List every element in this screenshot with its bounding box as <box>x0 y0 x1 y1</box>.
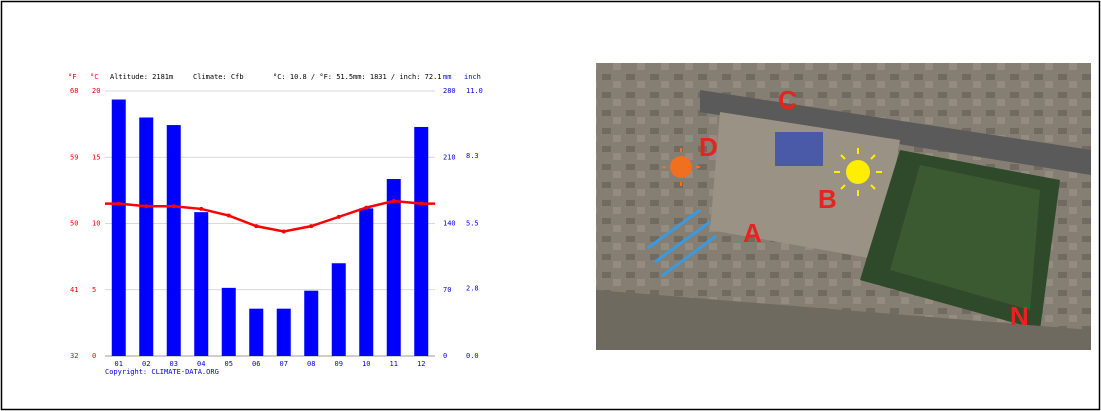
map-label: D <box>699 132 718 162</box>
y2-tick-label: 11.0 <box>466 87 483 95</box>
point <box>116 201 121 206</box>
y-tick-label: 68 <box>70 87 78 95</box>
y2-tick-label: 210 <box>443 153 456 161</box>
bar <box>414 126 429 356</box>
point <box>309 224 314 229</box>
x-tick-label: 02 <box>142 360 150 368</box>
y-tick-label: 15 <box>92 153 100 161</box>
line <box>105 199 435 233</box>
x-tick-label: 12 <box>417 360 425 368</box>
y2-tick-label: 8.3 <box>466 152 479 160</box>
y-tick-label: 50 <box>70 220 78 228</box>
point <box>144 204 149 209</box>
bar <box>359 208 374 356</box>
bar <box>331 263 346 356</box>
axis-unit: mm <box>443 73 451 81</box>
x-tick-label: 05 <box>225 360 233 368</box>
x-tick-label: 01 <box>115 360 123 368</box>
y-tick-label: 5 <box>92 286 96 294</box>
chart-header: Climate: Cfb <box>193 73 244 81</box>
bar <box>111 99 126 357</box>
point <box>254 224 259 229</box>
x-tick-label: 09 <box>335 360 343 368</box>
y-tick-label: 41 <box>70 286 78 294</box>
y2-tick-label: 2.8 <box>466 285 479 293</box>
bar <box>194 212 209 356</box>
bar <box>249 308 264 356</box>
axis-unit: inch <box>464 73 481 81</box>
point <box>281 229 286 234</box>
point <box>171 204 176 209</box>
chart-header: mm: 1831 / inch: 72.1 <box>353 73 442 81</box>
aerial-map: C D B A N <box>596 63 1091 350</box>
y-tick-label: 10 <box>92 220 100 228</box>
bar <box>139 117 154 356</box>
y2-tick-label: 5.5 <box>466 220 479 228</box>
copyright: Copyright: CLIMATE-DATA.ORG <box>105 368 219 376</box>
x-tick-label: 08 <box>307 360 315 368</box>
chart-header: Altitude: 2181m <box>110 73 173 81</box>
y-tick-label: 32 <box>70 352 78 360</box>
x-tick-label: 11 <box>390 360 398 368</box>
point <box>199 206 204 211</box>
bar <box>221 287 236 356</box>
y-tick-label: 20 <box>92 87 100 95</box>
point <box>226 213 231 218</box>
point <box>336 214 341 219</box>
x-tick-label: 10 <box>362 360 370 368</box>
x-tick-label: 04 <box>197 360 205 368</box>
bar <box>276 308 291 356</box>
y2-tick-label: 280 <box>443 87 456 95</box>
axis-unit: °C <box>90 73 98 81</box>
map-label: C <box>778 85 797 115</box>
y2-tick-label: 140 <box>443 220 456 228</box>
axis-unit: °F <box>68 73 76 81</box>
bar <box>304 290 319 356</box>
chart-header: °C: 10.8 / °F: 51.5 <box>273 73 353 81</box>
y2-tick-label: 0 <box>443 352 447 360</box>
x-tick-label: 07 <box>280 360 288 368</box>
y-tick-label: 0 <box>92 352 96 360</box>
point <box>391 198 396 203</box>
y-tick-label: 59 <box>70 153 78 161</box>
point <box>419 201 424 206</box>
bar <box>166 125 181 356</box>
x-tick-label: 03 <box>170 360 178 368</box>
map-label: N <box>1010 301 1029 331</box>
x-tick-label: 06 <box>252 360 260 368</box>
y2-tick-label: 70 <box>443 286 451 294</box>
y2-tick-label: 0.0 <box>466 352 479 360</box>
map-label: A <box>743 218 762 248</box>
point <box>364 205 369 210</box>
map-label: B <box>818 184 837 214</box>
bar <box>386 179 401 356</box>
